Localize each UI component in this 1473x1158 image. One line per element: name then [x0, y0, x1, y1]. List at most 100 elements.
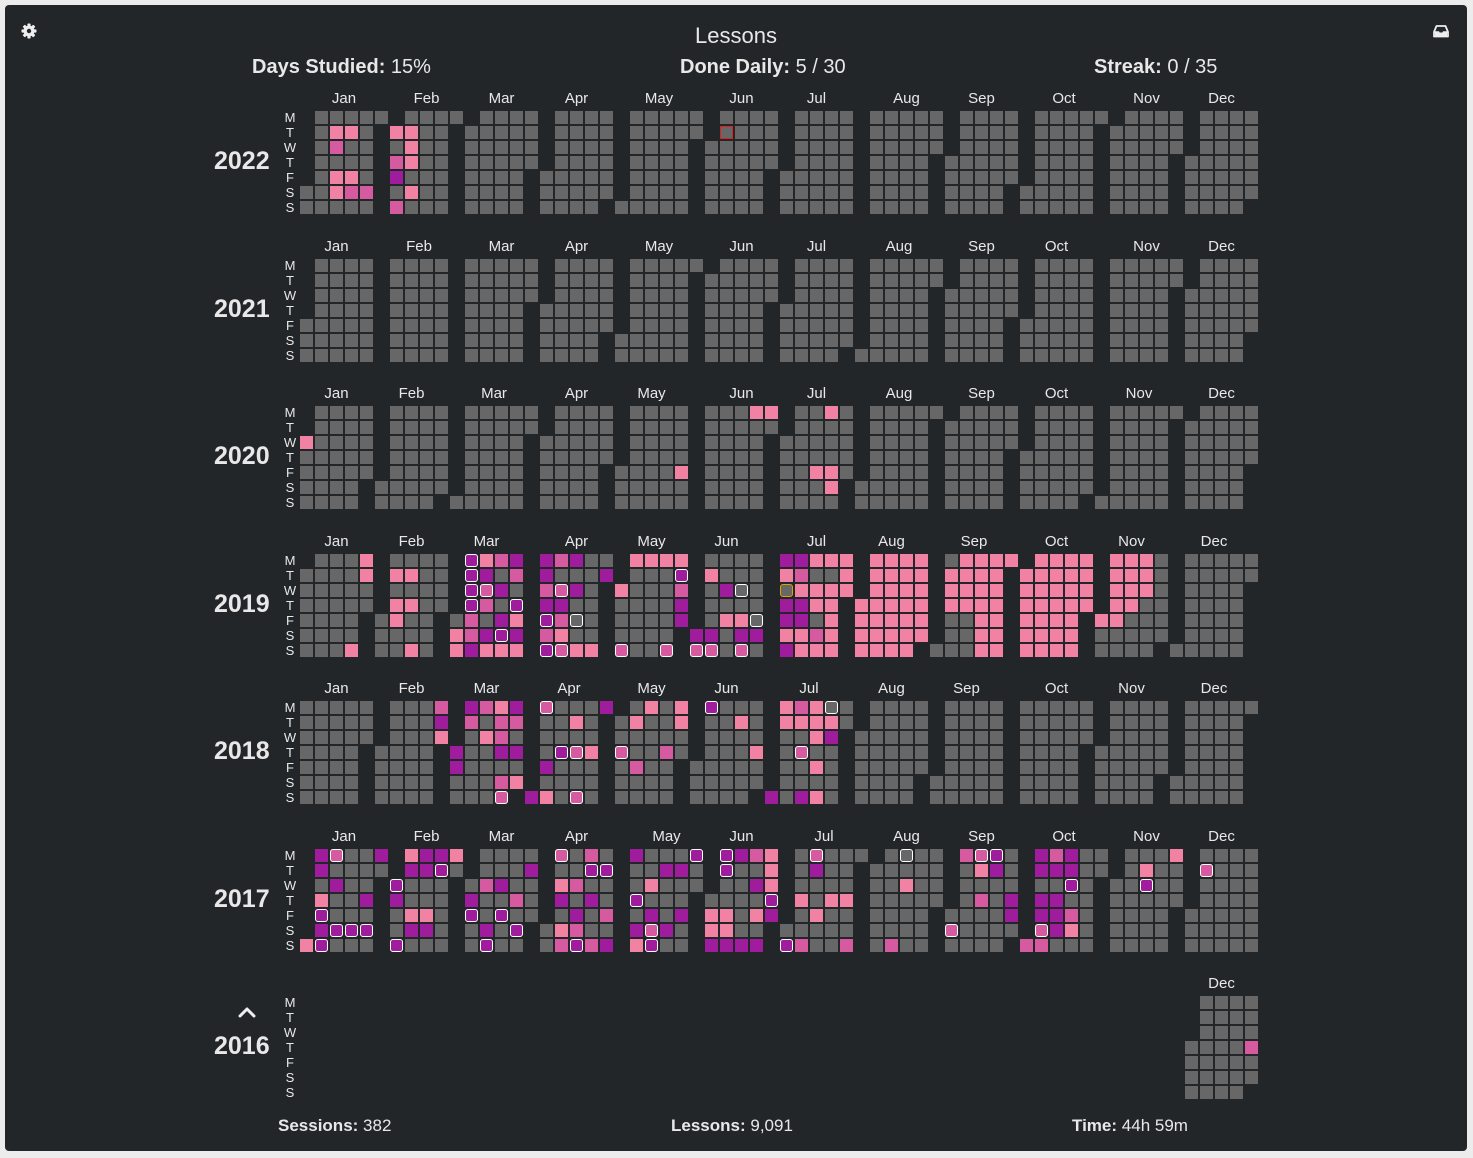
day-cell[interactable] [870, 334, 883, 347]
day-cell[interactable] [1080, 569, 1093, 582]
day-cell[interactable] [555, 171, 568, 184]
day-cell[interactable] [825, 406, 838, 419]
day-cell[interactable] [990, 466, 1003, 479]
day-cell[interactable] [840, 111, 853, 124]
day-cell[interactable] [510, 289, 523, 302]
day-cell[interactable] [630, 141, 643, 154]
day-cell[interactable] [345, 421, 358, 434]
day-cell[interactable] [585, 924, 598, 937]
day-cell[interactable] [825, 939, 838, 952]
day-cell[interactable] [1050, 126, 1063, 139]
day-cell[interactable] [660, 466, 673, 479]
day-cell[interactable] [1230, 1011, 1243, 1024]
day-cell[interactable] [330, 259, 343, 272]
day-cell[interactable] [345, 939, 358, 952]
day-cell[interactable] [1140, 349, 1153, 362]
day-cell[interactable] [645, 776, 658, 789]
day-cell[interactable] [915, 879, 928, 892]
day-cell[interactable] [915, 496, 928, 509]
day-cell[interactable] [390, 716, 403, 729]
day-cell[interactable] [330, 406, 343, 419]
day-cell[interactable] [1185, 1056, 1198, 1069]
day-cell[interactable] [1080, 289, 1093, 302]
day-cell[interactable] [990, 274, 1003, 287]
day-cell[interactable] [870, 939, 883, 952]
day-cell[interactable] [1050, 304, 1063, 317]
day-cell[interactable] [1080, 156, 1093, 169]
day-cell[interactable] [675, 894, 688, 907]
day-cell[interactable] [465, 436, 478, 449]
day-cell[interactable] [720, 451, 733, 464]
day-cell[interactable] [1050, 201, 1063, 214]
day-cell[interactable] [990, 171, 1003, 184]
day-cell[interactable] [615, 481, 628, 494]
day-cell[interactable] [1230, 1086, 1243, 1099]
day-cell[interactable] [810, 289, 823, 302]
day-cell[interactable] [540, 481, 553, 494]
day-cell[interactable] [1050, 171, 1063, 184]
day-cell[interactable] [1215, 274, 1228, 287]
day-cell[interactable] [810, 141, 823, 154]
day-cell[interactable] [330, 126, 343, 139]
day-cell[interactable] [390, 599, 403, 612]
day-cell[interactable] [645, 451, 658, 464]
day-cell[interactable] [1110, 731, 1123, 744]
day-cell[interactable] [675, 171, 688, 184]
day-cell[interactable] [900, 909, 913, 922]
day-cell[interactable] [1125, 731, 1138, 744]
day-cell[interactable] [630, 791, 643, 804]
day-cell[interactable] [330, 349, 343, 362]
day-cell[interactable] [1200, 701, 1213, 714]
day-cell[interactable] [360, 334, 373, 347]
day-cell[interactable] [345, 319, 358, 332]
day-cell[interactable] [345, 614, 358, 627]
day-cell[interactable] [870, 924, 883, 937]
day-cell[interactable] [510, 629, 523, 642]
day-cell[interactable] [1065, 629, 1078, 642]
day-cell[interactable] [885, 569, 898, 582]
day-cell[interactable] [720, 406, 733, 419]
day-cell[interactable] [1245, 939, 1258, 952]
day-cell[interactable] [1020, 746, 1033, 759]
day-cell[interactable] [870, 171, 883, 184]
day-cell[interactable] [360, 111, 373, 124]
day-cell[interactable] [555, 466, 568, 479]
day-cell[interactable] [1050, 731, 1063, 744]
day-cell[interactable] [915, 849, 928, 862]
day-cell[interactable] [360, 894, 373, 907]
day-cell[interactable] [960, 171, 973, 184]
day-cell[interactable] [300, 939, 313, 952]
day-cell[interactable] [1185, 761, 1198, 774]
day-cell[interactable] [750, 304, 763, 317]
day-cell[interactable] [990, 629, 1003, 642]
day-cell[interactable] [945, 939, 958, 952]
day-cell[interactable] [990, 924, 1003, 937]
day-cell[interactable] [405, 909, 418, 922]
day-cell[interactable] [1065, 171, 1078, 184]
day-cell[interactable] [825, 746, 838, 759]
day-cell[interactable] [600, 289, 613, 302]
day-cell[interactable] [570, 614, 583, 627]
day-cell[interactable] [555, 349, 568, 362]
day-cell[interactable] [885, 584, 898, 597]
day-cell[interactable] [1215, 849, 1228, 862]
day-cell[interactable] [480, 334, 493, 347]
day-cell[interactable] [555, 406, 568, 419]
day-cell[interactable] [1005, 111, 1018, 124]
day-cell[interactable] [480, 171, 493, 184]
day-cell[interactable] [540, 614, 553, 627]
day-cell[interactable] [495, 186, 508, 199]
day-cell[interactable] [975, 584, 988, 597]
day-cell[interactable] [750, 746, 763, 759]
day-cell[interactable] [585, 171, 598, 184]
day-cell[interactable] [405, 406, 418, 419]
day-cell[interactable] [405, 141, 418, 154]
day-cell[interactable] [915, 939, 928, 952]
day-cell[interactable] [360, 554, 373, 567]
day-cell[interactable] [750, 436, 763, 449]
day-cell[interactable] [735, 421, 748, 434]
day-cell[interactable] [825, 481, 838, 494]
day-cell[interactable] [390, 614, 403, 627]
day-cell[interactable] [390, 481, 403, 494]
day-cell[interactable] [555, 259, 568, 272]
